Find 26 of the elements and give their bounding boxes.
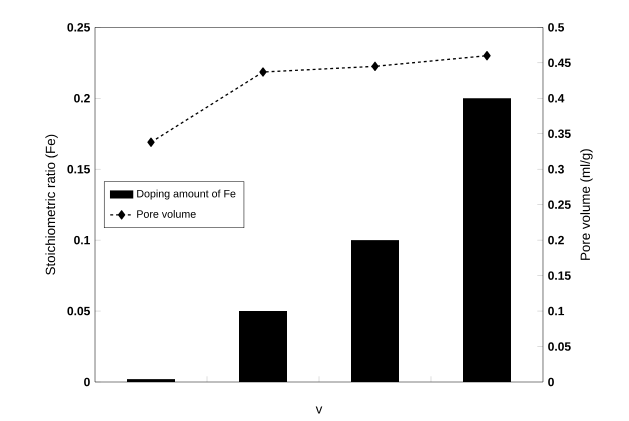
y-tick-label: 0 xyxy=(84,378,90,386)
legend-label: Doping amount of Fe xyxy=(137,190,236,200)
y2-tick-label: 0.25 xyxy=(548,200,571,209)
y2-axis-title: Pore volume (ml/g) xyxy=(580,149,593,260)
point xyxy=(147,138,155,147)
y2-tick-label: 0.2 xyxy=(548,236,564,244)
y2-tick-label: 0.35 xyxy=(548,129,571,138)
y2-tick-label: 0.5 xyxy=(548,23,564,32)
y2-tick-label: 0.05 xyxy=(548,342,571,351)
y-tick-label: 0.05 xyxy=(67,306,90,316)
y2-tick-label: 0.15 xyxy=(548,271,571,280)
point xyxy=(259,67,267,77)
y-tick-label: 0.15 xyxy=(67,164,90,174)
y-tick-label: 0.2 xyxy=(74,94,90,103)
point xyxy=(371,62,379,72)
y-tick-label: 0.1 xyxy=(74,236,90,244)
y-axis-title: Stoichiometric ratio (Fe) xyxy=(45,134,58,275)
y2-tick-label: 0.1 xyxy=(548,306,564,316)
legend-label: Pore volume xyxy=(137,210,196,218)
y2-tick-label: 0.45 xyxy=(548,58,571,68)
y2-tick-label: 0 xyxy=(548,378,554,386)
y2-tick-label: 0.3 xyxy=(548,164,564,174)
y2-tick-label: 0.4 xyxy=(548,94,564,103)
point xyxy=(483,51,491,60)
x-axis-title: v xyxy=(316,406,322,414)
y-tick-label: 0.25 xyxy=(67,23,90,32)
